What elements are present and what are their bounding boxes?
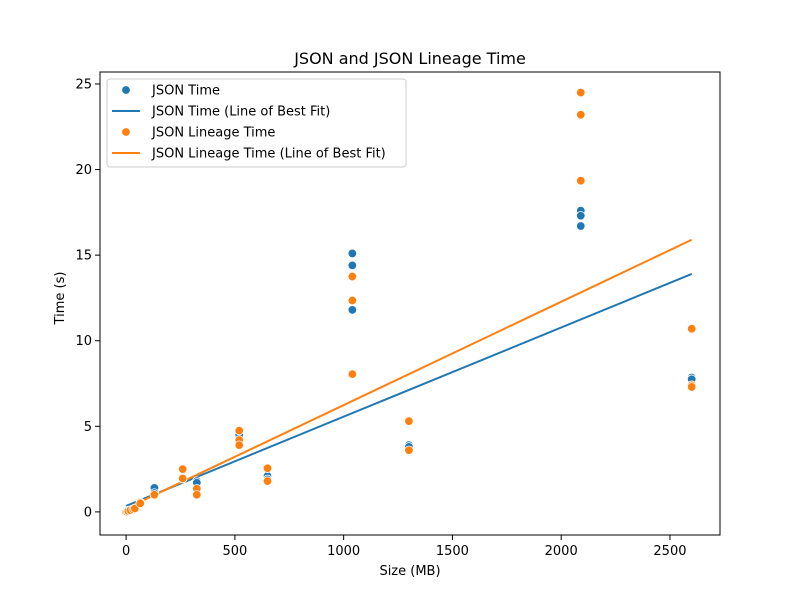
json-lineage-time-point <box>135 498 145 509</box>
json-lineage-time-point <box>262 463 273 473</box>
json-lineage-time-point <box>149 490 160 500</box>
json-lineage-time-point <box>262 476 273 486</box>
json-lineage-time-point <box>347 271 358 282</box>
chart-title: JSON and JSON Lineage Time <box>293 49 526 68</box>
json-lineage-time-point <box>404 416 414 426</box>
x-tick-label: 1500 <box>436 544 469 559</box>
legend-box <box>106 78 407 168</box>
json-time-point <box>576 211 586 221</box>
json-time-point <box>347 305 358 315</box>
json-lineage-time-point <box>576 110 586 120</box>
json-time-point <box>347 248 358 259</box>
json-time-fit-line <box>125 273 693 507</box>
json-lineage-fit-line <box>125 238 693 510</box>
legend: JSON Time JSON Time (Line of Best Fit) JSO… <box>106 78 407 168</box>
json-lineage-time-point <box>576 87 586 98</box>
x-axis: 0 500 1000 1500 2000 2500 <box>122 535 687 559</box>
plot-frame <box>99 71 721 536</box>
x-axis-label: Size (MB) <box>379 564 440 579</box>
json-lineage-time-point <box>687 324 697 334</box>
json-lineage-time-point <box>347 369 358 379</box>
x-tick-label: 1000 <box>327 544 360 559</box>
json-lineage-time-point <box>192 490 202 500</box>
y-tick-label: 5 <box>84 420 92 435</box>
json-lineage-time-point <box>687 382 697 392</box>
json-lineage-time-point <box>234 425 244 436</box>
x-tick-label: 2500 <box>653 544 686 559</box>
y-axis-label: Time (s) <box>53 272 68 326</box>
y-tick-label: 15 <box>75 249 92 264</box>
json-lineage-time-point <box>177 464 188 474</box>
legend-marker <box>121 85 131 95</box>
y-tick-label: 0 <box>84 505 92 520</box>
json-lineage-time-point <box>177 473 188 484</box>
legend-label: JSON Time (Line of Best Fit) <box>151 105 330 120</box>
legend-label: JSON Lineage Time (Line of Best Fit) <box>151 147 386 162</box>
json-lineage-time-point <box>404 445 414 455</box>
y-axis: 0 5 10 15 20 25 <box>75 77 100 520</box>
legend-marker <box>121 127 131 137</box>
y-tick-label: 20 <box>75 163 92 178</box>
y-tick-label: 10 <box>75 334 92 349</box>
legend-label: JSON Time <box>151 84 220 99</box>
x-tick-label: 500 <box>222 544 247 559</box>
json-lineage-time-point <box>234 440 244 450</box>
json-time-point <box>347 260 358 271</box>
plot-marks <box>121 87 697 517</box>
x-tick-label: 0 <box>122 544 130 559</box>
x-tick-label: 2000 <box>545 544 578 559</box>
json-lineage-time-point <box>347 295 358 306</box>
json-time-point <box>576 221 586 231</box>
legend-label: JSON Lineage Time <box>151 126 275 141</box>
y-tick-label: 25 <box>75 77 92 92</box>
json-lineage-time-point <box>576 175 586 186</box>
